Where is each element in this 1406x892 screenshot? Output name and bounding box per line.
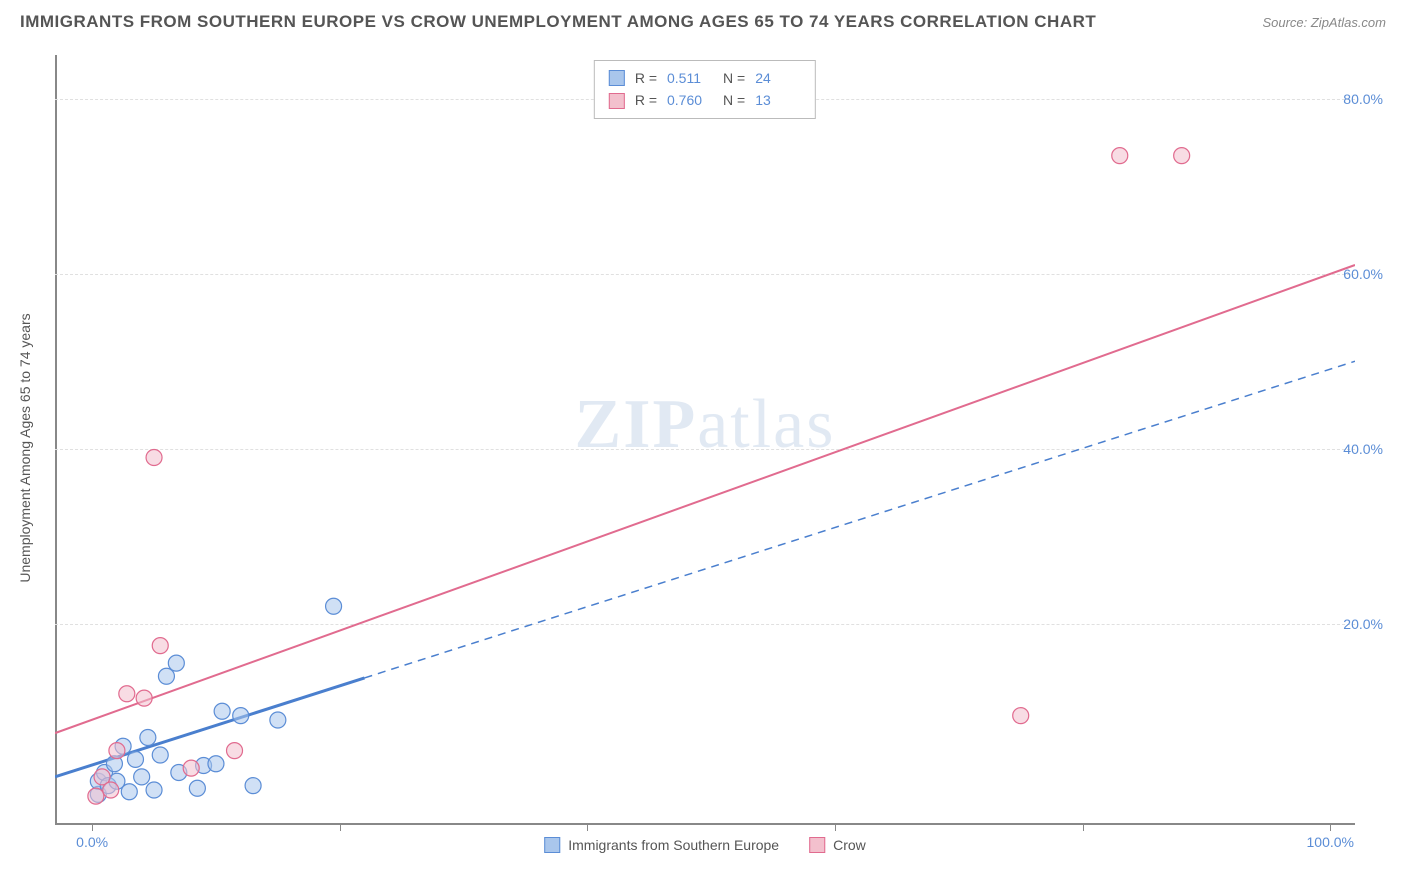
data-point-blue — [121, 784, 137, 800]
data-point-pink — [146, 450, 162, 466]
y-axis-label: Unemployment Among Ages 65 to 74 years — [17, 313, 33, 582]
data-point-blue — [245, 778, 261, 794]
data-point-pink — [1013, 708, 1029, 724]
scatter-points — [55, 55, 1355, 825]
data-point-blue — [158, 668, 174, 684]
legend-n-label: N = — [723, 67, 745, 89]
data-point-pink — [119, 686, 135, 702]
chart-title: IMMIGRANTS FROM SOUTHERN EUROPE VS CROW … — [20, 12, 1096, 32]
legend-row-blue: R = 0.511 N = 24 — [609, 67, 801, 89]
data-point-pink — [109, 743, 125, 759]
legend-swatch-pink — [809, 837, 825, 853]
data-point-blue — [152, 747, 168, 763]
data-point-blue — [326, 598, 342, 614]
data-point-pink — [183, 760, 199, 776]
data-point-blue — [146, 782, 162, 798]
legend-row-pink: R = 0.760 N = 13 — [609, 89, 801, 111]
x-tick-mark — [1330, 825, 1331, 831]
chart-container: Unemployment Among Ages 65 to 74 years Z… — [55, 55, 1385, 825]
legend-swatch-pink — [609, 93, 625, 109]
source-prefix: Source: — [1262, 15, 1310, 30]
legend-n-value: 13 — [755, 89, 801, 111]
data-point-pink — [1112, 148, 1128, 164]
source-link[interactable]: ZipAtlas.com — [1311, 15, 1386, 30]
data-point-pink — [88, 788, 104, 804]
legend-r-label: R = — [635, 89, 657, 111]
legend-series-name: Immigrants from Southern Europe — [568, 837, 779, 853]
data-point-pink — [1174, 148, 1190, 164]
legend-r-value: 0.511 — [667, 67, 713, 89]
legend-swatch-blue — [609, 70, 625, 86]
data-point-blue — [134, 769, 150, 785]
x-tick-mark — [587, 825, 588, 831]
legend-n-value: 24 — [755, 67, 801, 89]
legend-series: Immigrants from Southern Europe Crow — [544, 837, 866, 853]
legend-r-value: 0.760 — [667, 89, 713, 111]
x-tick-mark — [340, 825, 341, 831]
x-tick-label: 100.0% — [1306, 834, 1353, 850]
data-point-blue — [189, 780, 205, 796]
data-point-pink — [152, 638, 168, 654]
data-point-blue — [270, 712, 286, 728]
x-tick-mark — [1083, 825, 1084, 831]
legend-item-pink: Crow — [809, 837, 866, 853]
legend-correlation: R = 0.511 N = 24 R = 0.760 N = 13 — [594, 60, 816, 119]
data-point-pink — [136, 690, 152, 706]
data-point-blue — [140, 730, 156, 746]
data-point-blue — [127, 751, 143, 767]
data-point-blue — [214, 703, 230, 719]
source-attribution: Source: ZipAtlas.com — [1262, 15, 1386, 30]
legend-swatch-blue — [544, 837, 560, 853]
plot-area: Unemployment Among Ages 65 to 74 years Z… — [55, 55, 1355, 825]
data-point-blue — [208, 756, 224, 772]
data-point-blue — [168, 655, 184, 671]
legend-r-label: R = — [635, 67, 657, 89]
legend-n-label: N = — [723, 89, 745, 111]
data-point-pink — [103, 782, 119, 798]
x-tick-mark — [835, 825, 836, 831]
data-point-blue — [233, 708, 249, 724]
x-tick-label: 0.0% — [76, 834, 108, 850]
legend-item-blue: Immigrants from Southern Europe — [544, 837, 779, 853]
x-tick-mark — [92, 825, 93, 831]
data-point-pink — [227, 743, 243, 759]
legend-series-name: Crow — [833, 837, 866, 853]
